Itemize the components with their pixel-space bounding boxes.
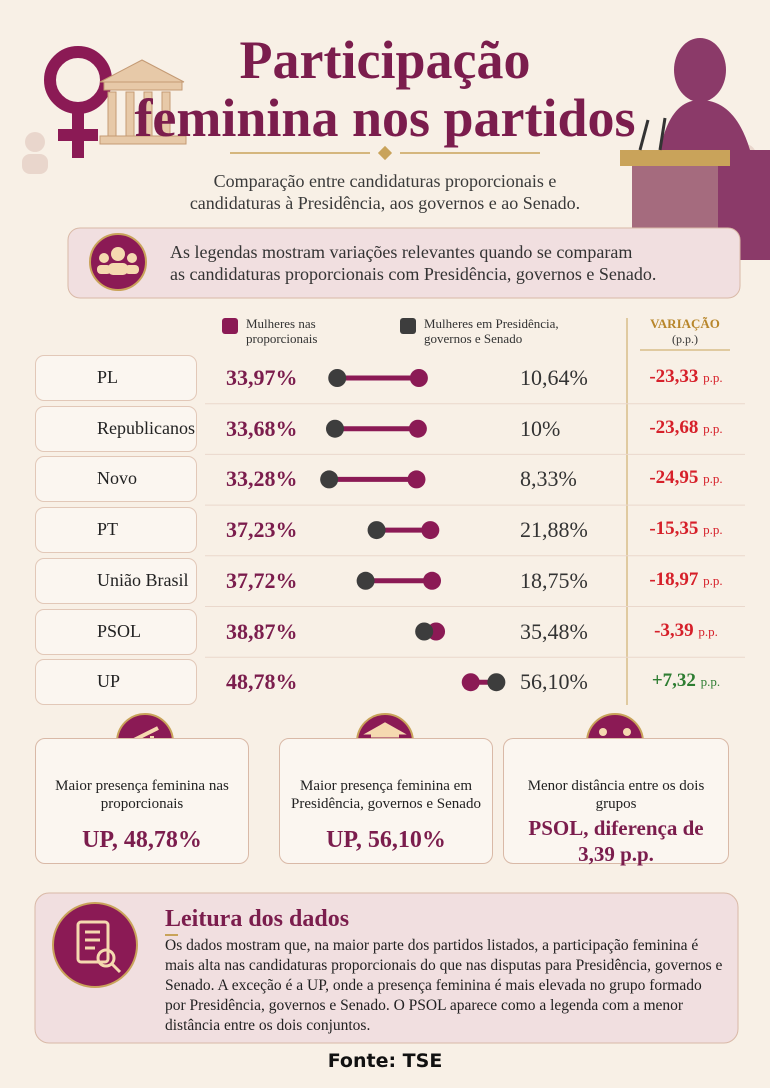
subtitle: Comparação entre candidaturas proporcion… — [213, 171, 557, 191]
dot-proportional — [407, 470, 426, 489]
card-label: Maior presença feminina nas proporcionai… — [55, 778, 229, 812]
category-label: UP — [97, 671, 121, 692]
dot-proportional — [421, 521, 440, 540]
value-label: 38,87% — [226, 618, 298, 644]
category-label: PT — [97, 519, 119, 540]
reading-box — [34, 892, 739, 1044]
divider-gem — [377, 145, 393, 161]
value-label: 8,33% — [520, 466, 577, 492]
variation-unit: p.p. — [703, 522, 723, 538]
row-box — [35, 355, 197, 401]
category-label: União Brasil — [97, 569, 189, 590]
variation-unit: p.p. — [703, 420, 723, 436]
dot-proportional — [461, 673, 480, 692]
variation-value: -18,97 — [649, 568, 699, 590]
card-value: PSOL, diferença de 3,39 p.p. — [528, 816, 704, 866]
variation-unit: p.p. — [703, 471, 723, 487]
female-symbol — [44, 46, 112, 158]
value-label: 56,10% — [520, 669, 588, 695]
variation-unit: (p.p.) — [672, 332, 698, 346]
dot-executive — [328, 369, 347, 387]
dot-proportional — [409, 369, 428, 387]
variation-value: -24,95 — [649, 467, 699, 489]
dot-executive — [326, 419, 344, 438]
legend-swatch — [400, 318, 416, 334]
row-box — [35, 405, 197, 452]
variation: -23,33 p.p. — [636, 366, 736, 388]
dot-executive — [415, 622, 434, 641]
dot-proportional — [408, 419, 427, 438]
row-box — [35, 507, 197, 554]
value-label: 35,48% — [520, 618, 588, 644]
category-label: Republicanos — [97, 417, 195, 438]
dot-executive — [356, 571, 375, 590]
card: Maior presença feminina nas proporcionai… — [35, 738, 249, 864]
note: as candidaturas proporcionais com Presid… — [170, 264, 657, 284]
row-box — [35, 608, 197, 655]
note-icon — [89, 233, 147, 291]
variation-unit: p.p. — [700, 674, 721, 690]
reading-text: Os dados mostram que, na maior parte dos… — [165, 937, 723, 1034]
card-label: Maior presença feminina em Presidência, … — [291, 778, 481, 812]
card-value: UP, 48,78% — [82, 827, 202, 853]
dot-executive — [320, 470, 339, 489]
variation-value: -15,35 — [649, 518, 699, 540]
document-icon — [76, 920, 122, 974]
value-label: 10% — [520, 415, 561, 441]
card-value: UP, 56,10% — [326, 827, 446, 853]
card-label: Menor distância entre os dois grupos — [527, 778, 705, 812]
variation-value: -3,39 — [654, 619, 694, 641]
value-label: 21,88% — [520, 517, 588, 543]
variation-unit: p.p. — [698, 623, 718, 639]
row-box — [35, 456, 197, 503]
source: Fonte: TSE — [327, 1050, 443, 1072]
value-label: 33,97% — [226, 365, 298, 390]
value-label: 33,28% — [226, 466, 298, 492]
note-box — [67, 227, 741, 299]
variation: -18,97 p.p. — [636, 569, 736, 591]
variation-unit: p.p. — [703, 572, 723, 588]
variation: +7,32 p.p. — [636, 670, 736, 692]
title: Participação — [239, 30, 531, 90]
row-box — [35, 659, 197, 706]
dot-executive — [367, 521, 386, 540]
row-box — [35, 557, 197, 604]
variation-value: +7,32 — [651, 670, 696, 692]
card: Menor distância entre os dois grupos PSO… — [503, 738, 729, 866]
legend-swatch — [222, 318, 238, 334]
variation: -24,95 p.p. — [636, 467, 736, 489]
variation-value: -23,68 — [649, 416, 699, 438]
reading-title: Leitura dos dados — [165, 906, 350, 932]
dot-proportional — [423, 571, 442, 590]
value-label: 10,64% — [520, 365, 588, 390]
variation: -23,68 p.p. — [636, 417, 736, 439]
card: Maior presença feminina em Presidência, … — [279, 738, 493, 864]
variation-unit: p.p. — [703, 370, 723, 385]
title: feminina nos partidos — [134, 88, 636, 148]
value-label: 48,78% — [226, 669, 298, 695]
variation: -3,39 p.p. — [636, 620, 736, 642]
legend-label: Mulheres nas proporcionais — [246, 316, 318, 346]
speaker — [620, 38, 770, 266]
variation: -15,35 p.p. — [636, 518, 736, 540]
value-label: 37,72% — [226, 567, 298, 593]
reading-icon — [52, 902, 138, 988]
people-icon — [97, 247, 139, 275]
category-label: PL — [97, 367, 119, 387]
value-label: 33,68% — [226, 415, 298, 441]
value-label: 18,75% — [520, 567, 588, 593]
building — [99, 59, 187, 145]
note: As legendas mostram variações relevantes… — [170, 242, 633, 262]
category-label: Novo — [97, 468, 137, 489]
variation-title: VARIAÇÃO — [650, 316, 720, 331]
subtitle: candidaturas à Presidência, aos governos… — [189, 193, 581, 213]
category-label: PSOL — [97, 620, 142, 641]
variation-value: -23,33 — [649, 366, 699, 387]
dot-executive — [487, 673, 506, 692]
legend-label: Mulheres em Presidência, governos e Sena… — [424, 316, 559, 346]
value-label: 37,23% — [226, 517, 298, 543]
